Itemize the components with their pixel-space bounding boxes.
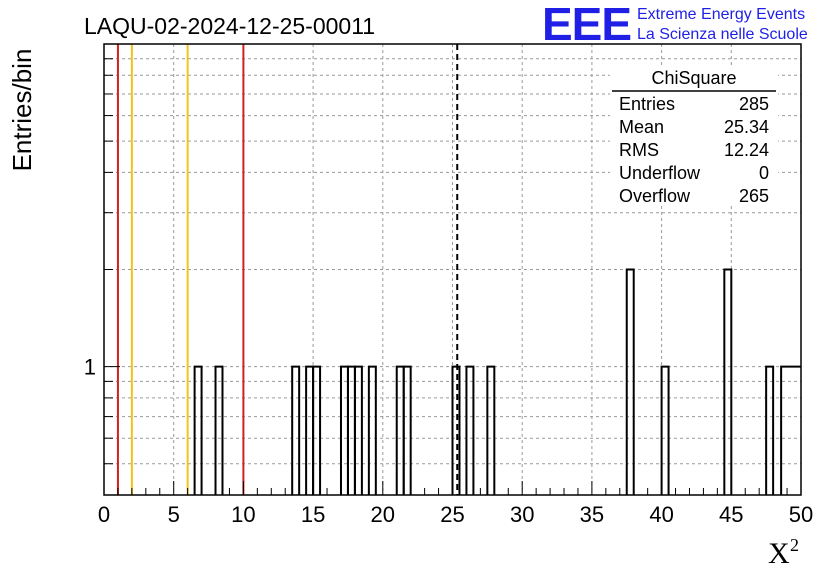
histogram-bin (395, 365, 405, 495)
stats-label: RMS (619, 140, 659, 160)
x-tick-label: 10 (231, 502, 255, 527)
histogram-overflow-edge (780, 365, 801, 495)
histogram-bin (367, 365, 377, 495)
x-tick-label: 25 (440, 502, 464, 527)
histogram-bin (402, 365, 412, 495)
x-axis-label: X 2 (768, 535, 799, 570)
stats-label: Underflow (619, 163, 701, 183)
x-tick-label: 45 (719, 502, 743, 527)
stats-label: Overflow (619, 186, 691, 206)
reference-lines (116, 44, 459, 495)
axis-ticks: 0 5 10 15 20 25 30 35 40 45 50 1 (84, 58, 813, 527)
stats-title: ChiSquare (651, 68, 736, 88)
histogram-bin (451, 365, 461, 495)
x-tick-label: 20 (371, 502, 395, 527)
stats-value: 285 (739, 94, 769, 114)
stats-label: Mean (619, 117, 664, 137)
histogram-bin (346, 365, 356, 495)
histogram-bin (193, 365, 203, 495)
stats-value: 25.34 (724, 117, 769, 137)
x-tick-label: 15 (301, 502, 325, 527)
histogram-bars (193, 268, 801, 495)
histogram-bin (465, 365, 475, 495)
stats-value: 265 (739, 186, 769, 206)
x-tick-label: 50 (789, 502, 813, 527)
x-tick-label: 35 (580, 502, 604, 527)
stats-box-background (610, 66, 778, 206)
histogram-bin (723, 268, 733, 495)
histogram-bin (625, 268, 635, 495)
x-tick-label: 0 (98, 502, 110, 527)
y-axis-label: Entries/bin (7, 49, 37, 172)
chart-title: LAQU-02-2024-12-25-00011 (84, 13, 375, 39)
logo-mark: EEE (542, 0, 631, 50)
x-tick-label: 40 (649, 502, 673, 527)
histogram-bin (660, 365, 670, 495)
histogram-bin (291, 365, 301, 495)
stats-rows: Entries 285 Mean 25.34 RMS 12.24 Underflow 0 Ove… (619, 94, 769, 206)
x-tick-label: 30 (510, 502, 534, 527)
x-axis-label-superscript: 2 (790, 535, 799, 555)
histogram-bin (353, 365, 363, 495)
histogram-bin (312, 365, 322, 495)
histogram-bin (214, 365, 224, 495)
logo-line-2: La Scienza nelle Scuole (637, 26, 808, 43)
logo-line-1: Extreme Energy Events (637, 6, 805, 23)
x-tick-label: 5 (168, 502, 180, 527)
x-axis-label-base: X (768, 537, 790, 570)
eee-logo: EEE Extreme Energy Events La Scienza nel… (542, 0, 808, 50)
stats-box: ChiSquare Entries 285 Mean 25.34 RMS 12.24 Und… (610, 66, 778, 206)
stats-value: 0 (759, 163, 769, 183)
stats-value: 12.24 (724, 140, 769, 160)
histogram-bin (305, 365, 315, 495)
y-tick-label: 1 (84, 355, 96, 380)
histogram-bin (765, 365, 775, 495)
histogram-bin (486, 365, 496, 495)
histogram-bin (339, 365, 349, 495)
stats-label: Entries (619, 94, 675, 114)
